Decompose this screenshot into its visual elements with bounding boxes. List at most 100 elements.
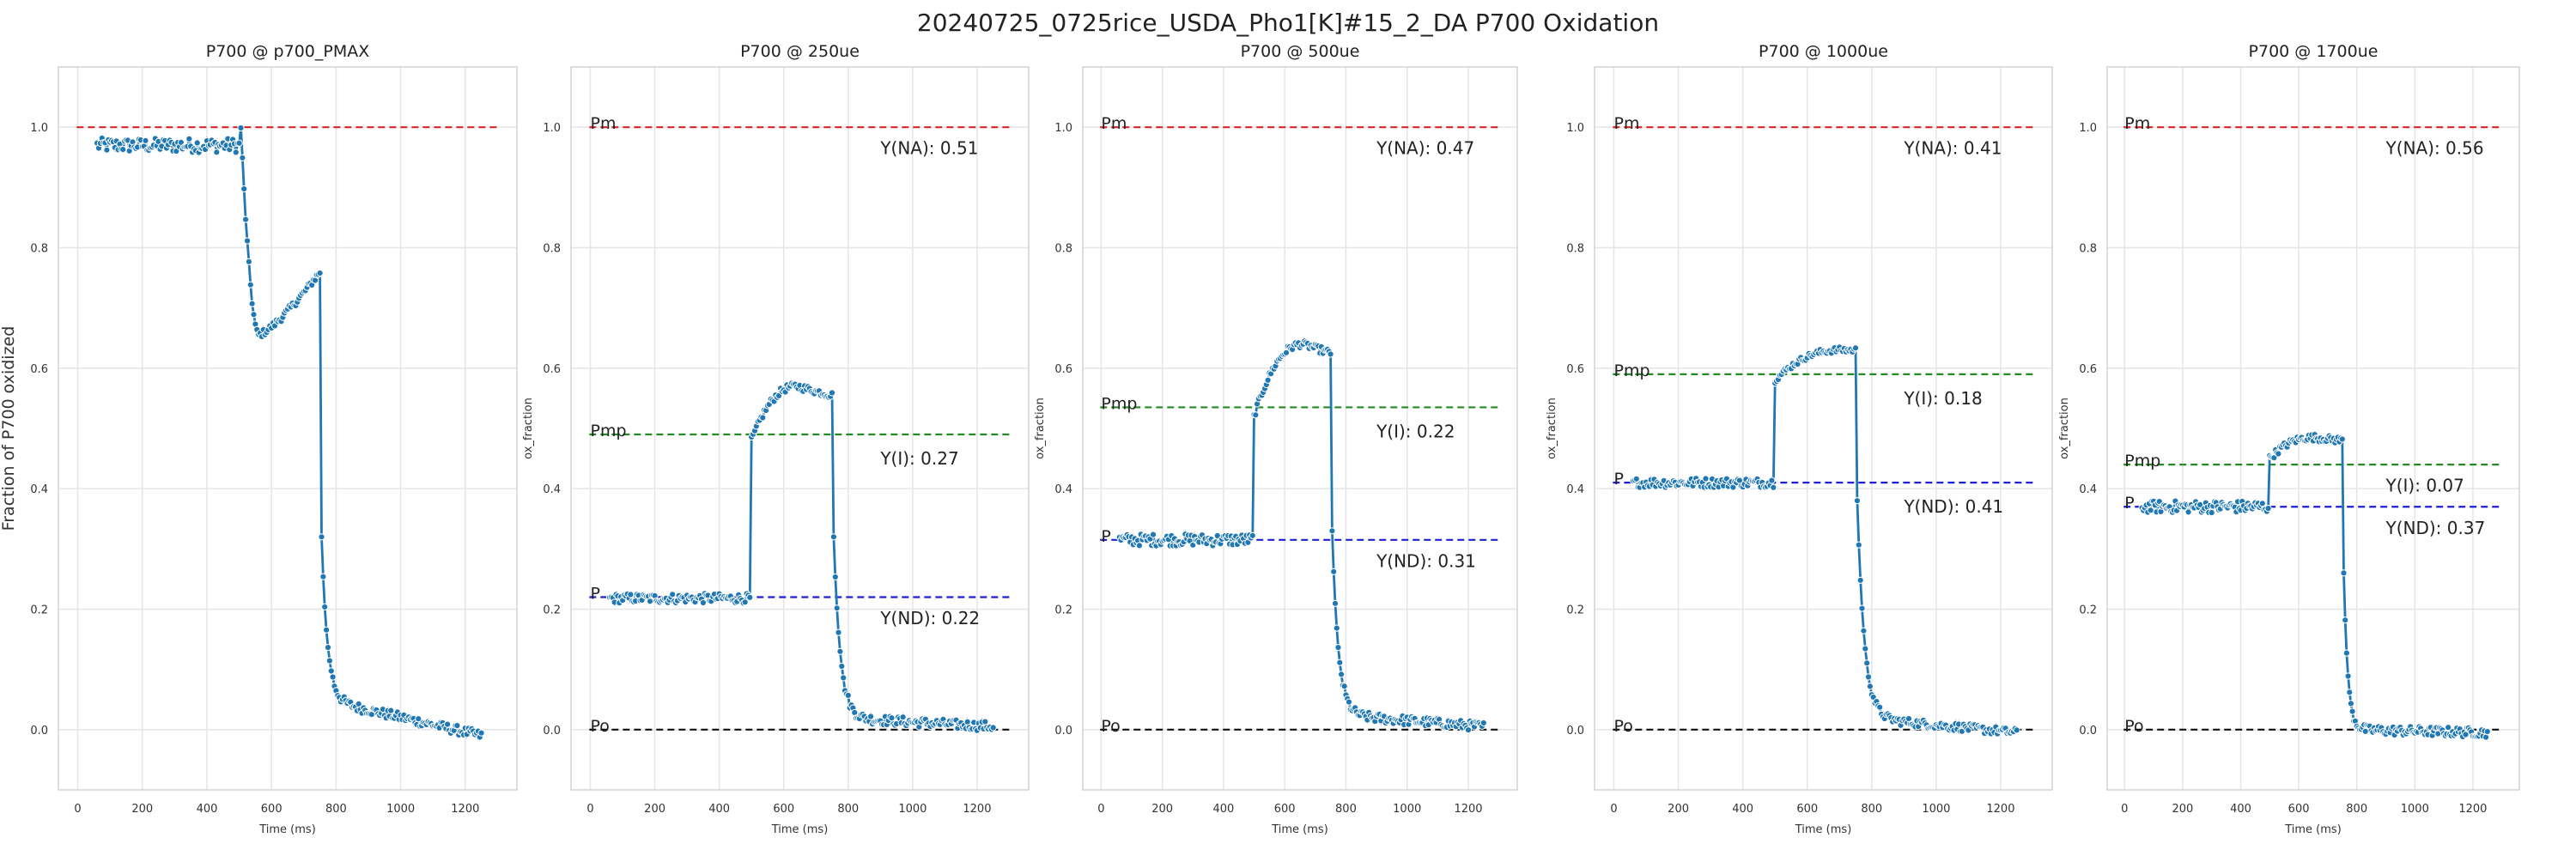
- plot-area: [571, 67, 1029, 790]
- data-point: [1264, 376, 1272, 384]
- y-tick-label: 1.0: [1054, 122, 1072, 135]
- y-axis-label: ox_fraction: [2058, 398, 2071, 459]
- data-point: [2348, 707, 2356, 715]
- data-point: [321, 603, 329, 611]
- data-point: [1768, 477, 1776, 484]
- x-tick-label: 0: [1097, 803, 1104, 816]
- x-tick-label: 200: [1151, 803, 1173, 816]
- x-tick-label: 400: [1213, 803, 1235, 816]
- data-point: [746, 593, 754, 602]
- reference-label: Pm: [2124, 114, 2150, 133]
- data-point: [444, 720, 452, 728]
- plot-frame: [570, 66, 1030, 791]
- x-tick-label: 1000: [386, 803, 415, 816]
- data-point: [193, 139, 201, 147]
- y-axis-label: ox_fraction: [522, 398, 535, 459]
- data-point: [1632, 475, 1640, 483]
- y-tick-label: 0.6: [30, 363, 48, 376]
- plot-area: [1083, 67, 1517, 790]
- y-tick-label: 0.0: [2079, 725, 2097, 738]
- data-point: [1334, 644, 1342, 652]
- data-point: [741, 598, 749, 606]
- data-point: [840, 674, 848, 682]
- data-point: [2445, 724, 2452, 731]
- annotation-text: Y(NA): 0.41: [1903, 138, 2002, 159]
- y-tick-label: 0.8: [1054, 243, 1072, 256]
- figure-title: 20240725_0725rice_USDA_Pho1[K]#15_2_DA P…: [916, 9, 1660, 37]
- x-axis-label: Time (ms): [1271, 823, 1328, 836]
- data-point: [2344, 672, 2352, 680]
- data-point: [2275, 450, 2282, 458]
- data-point: [1330, 568, 1338, 575]
- data-point: [1863, 659, 1871, 667]
- data-point: [242, 216, 250, 223]
- data-point: [232, 149, 240, 156]
- y-axis-label: ox_fraction: [1034, 398, 1047, 459]
- reference-label: Pm: [1101, 114, 1127, 133]
- reference-label: P: [1614, 470, 1624, 489]
- data-point: [1249, 531, 1256, 539]
- data-point: [2264, 505, 2272, 513]
- data-point: [2147, 507, 2154, 514]
- y-axis-label: Fraction of P700 oxidized: [0, 326, 18, 531]
- y-tick-label: 1.0: [1566, 122, 1584, 135]
- data-point: [759, 414, 767, 422]
- y-tick-label: 0.0: [30, 725, 48, 738]
- y-tick-label: 0.8: [1566, 243, 1584, 256]
- data-point: [835, 628, 842, 636]
- annotation-text: Y(ND): 0.22: [879, 608, 980, 628]
- data-point: [833, 604, 841, 612]
- data-point: [329, 673, 337, 681]
- x-tick-label: 200: [131, 803, 153, 816]
- x-tick-label: 1000: [1922, 803, 1950, 816]
- y-tick-label: 0.2: [1054, 604, 1072, 617]
- data-point: [103, 146, 111, 154]
- data-point: [185, 135, 193, 143]
- chart-title: P700 @ 250ue: [740, 42, 860, 61]
- data-point: [239, 154, 246, 161]
- x-tick-label: 400: [1732, 803, 1753, 816]
- x-tick-label: 600: [1274, 803, 1296, 816]
- y-tick-label: 0.6: [543, 363, 561, 376]
- data-point: [1149, 531, 1157, 538]
- y-tick-label: 0.4: [1566, 483, 1584, 496]
- data-point: [1864, 673, 1873, 681]
- annotation-text: Y(ND): 0.37: [2385, 518, 2486, 538]
- data-point: [1464, 726, 1473, 734]
- data-point: [243, 237, 252, 245]
- reference-label: Pmp: [2124, 452, 2160, 470]
- reference-label: Po: [1614, 717, 1633, 736]
- chart-title: P700 @ 500ue: [1241, 42, 1360, 61]
- y-tick-label: 0.4: [1054, 483, 1072, 496]
- y-tick-label: 0.2: [2079, 604, 2097, 617]
- x-tick-label: 1000: [1393, 803, 1421, 816]
- chart-title: P700 @ 1700ue: [2249, 42, 2379, 61]
- x-axis-label: Time (ms): [258, 823, 316, 836]
- data-point: [325, 657, 333, 665]
- chart-title: P700 @ p700_PMAX: [206, 42, 370, 61]
- data-point: [1856, 576, 1864, 584]
- annotation-text: Y(ND): 0.31: [1376, 550, 1476, 571]
- y-tick-label: 0.0: [1566, 725, 1584, 738]
- data-point: [888, 714, 896, 722]
- x-tick-label: 200: [644, 803, 665, 816]
- chart-panel-1: 0 200 400 600 800 1000 1200 0.0 0.2 0.4 0.6 0.8 1.0 P…: [0, 42, 518, 836]
- reference-label: Pmp: [1101, 394, 1137, 413]
- data-point: [829, 533, 838, 541]
- x-tick-label: 200: [2172, 803, 2193, 816]
- data-point: [323, 626, 331, 634]
- data-point: [2342, 649, 2350, 657]
- x-tick-label: 1200: [963, 803, 991, 816]
- x-tick-label: 1200: [451, 803, 479, 816]
- data-point: [1876, 703, 1884, 711]
- data-point: [2184, 508, 2192, 516]
- data-point: [2361, 727, 2369, 736]
- data-point: [1338, 671, 1346, 678]
- plot-frame: [1082, 66, 1518, 791]
- reference-label: P: [591, 584, 600, 603]
- data-point: [828, 389, 836, 397]
- annotation-text: Y(I): 0.18: [1903, 388, 1982, 409]
- chart-panel-2: 0 200 400 600 800 1000 1200 0.0 0.2 0.4 0.6 0.8 1.0 P…: [522, 42, 1030, 836]
- data-point: [1860, 627, 1868, 634]
